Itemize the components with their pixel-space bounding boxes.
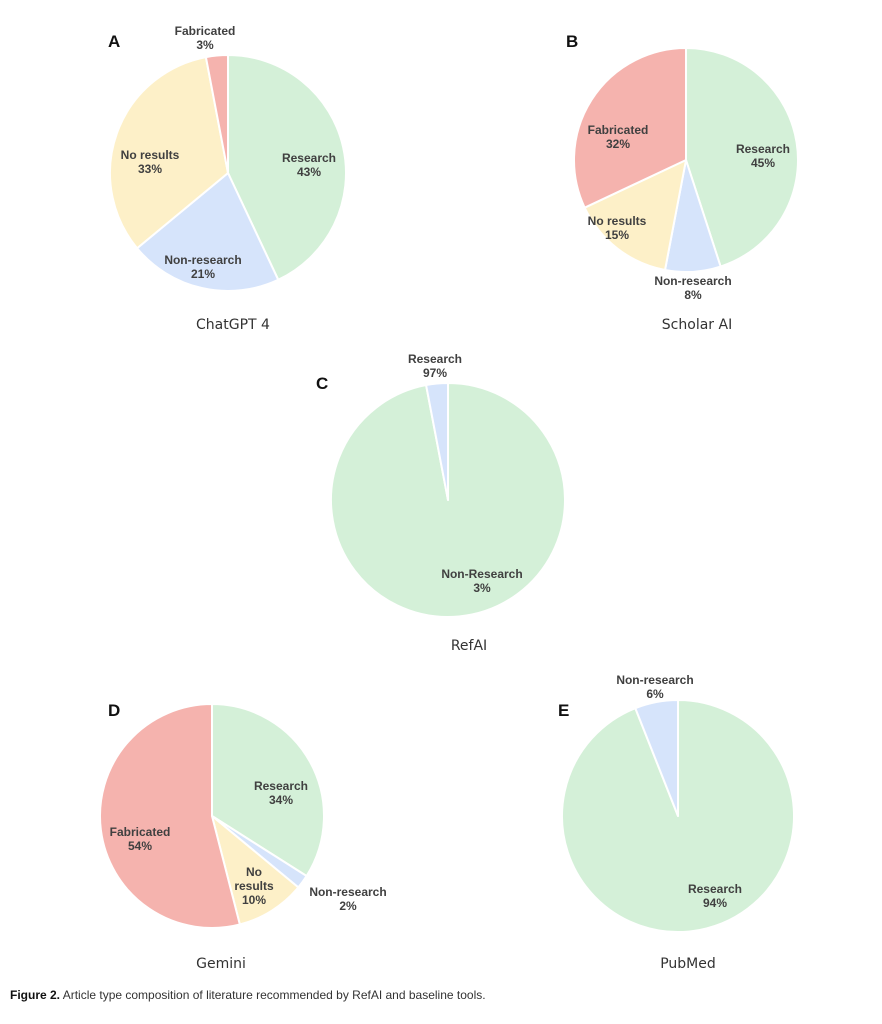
pie-slice-fabricated	[99, 703, 241, 929]
pie-slice-non-research	[425, 382, 449, 501]
pie-chart-refai: Research 97% Non-Research 3% C RefAI	[316, 352, 566, 654]
slice-label-non-research: Non-research 8%	[654, 274, 731, 302]
slice-label-no-results: No results 33%	[121, 148, 180, 176]
chart-name: ChatGPT 4	[196, 317, 270, 333]
caption-text: Article type composition of literature r…	[60, 988, 486, 1002]
slice-label-research: Research 94%	[688, 882, 742, 910]
pie-slice-no-results	[583, 159, 687, 272]
chart-name: Gemini	[196, 956, 246, 972]
slice-label-research: Research 45%	[736, 142, 790, 170]
pie-slice-no-results	[109, 56, 229, 250]
chart-name: RefAI	[451, 638, 487, 654]
pie-slice-fabricated	[573, 47, 687, 209]
caption-label: Figure 2.	[10, 988, 61, 1002]
pie-slice-fabricated	[204, 54, 229, 174]
pie-slice-research	[227, 54, 347, 281]
pie-chart-chatgpt-4: Research 43% Non-research 21% No results 33% F…	[108, 24, 347, 333]
chart-name: Scholar AI	[662, 317, 732, 333]
slice-label-non-research: Non-research 2%	[309, 885, 386, 913]
pie-slice-research	[685, 47, 800, 268]
chart-name: PubMed	[660, 956, 716, 972]
panel-letter: D	[108, 701, 120, 720]
slice-label-research: Research 97%	[408, 352, 462, 380]
pie-slice-non-research	[136, 172, 280, 292]
panel-letter: C	[316, 374, 328, 393]
slice-label-fabricated: Fabricated 32%	[588, 123, 649, 151]
slice-label-non-research: Non-research 6%	[616, 673, 693, 701]
panel-letter: E	[558, 701, 569, 720]
slice-label-non-research: Non-Research 3%	[441, 567, 522, 595]
slice-label-research: Research 43%	[282, 151, 336, 179]
pie-chart-scholar-ai: Research 45% Non-research 8% No results 15% Fa…	[566, 32, 800, 333]
slice-label-no-results: No results 10%	[234, 865, 274, 907]
pie-chart-gemini: Research 34% Non-research 2% No results 10% Fab…	[99, 701, 387, 972]
slice-label-fabricated: Fabricated 3%	[175, 24, 236, 52]
slice-label-non-research: Non-research 21%	[164, 253, 241, 281]
figure-caption: Figure 2. Article type composition of li…	[10, 988, 486, 1002]
panel-letter: A	[108, 32, 120, 51]
slice-label-no-results: No results 15%	[588, 214, 647, 242]
pie-slice-non-research	[634, 699, 679, 817]
pie-chart-pubmed: Research 94% Non-research 6% E PubMed	[558, 673, 795, 972]
slice-label-research: Research 34%	[254, 779, 308, 807]
panel-letter: B	[566, 32, 578, 51]
slice-label-fabricated: Fabricated 54%	[110, 825, 171, 853]
